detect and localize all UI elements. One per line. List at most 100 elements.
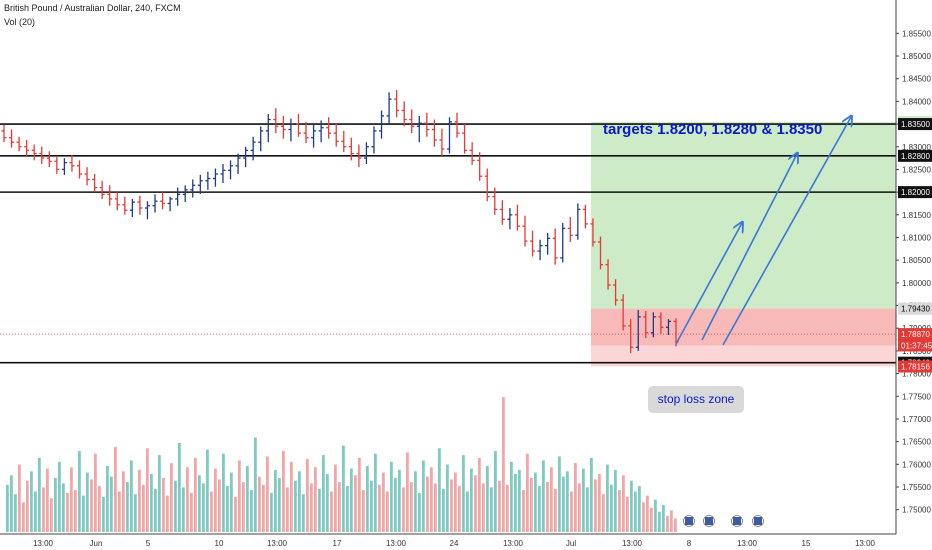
volume-bar xyxy=(650,507,653,532)
y-tick-label: 1.81000 xyxy=(902,233,931,242)
volume-bar xyxy=(594,479,597,532)
y-tick-label: 1.76500 xyxy=(902,438,931,447)
volume-bar xyxy=(578,483,581,532)
volume-bar xyxy=(510,461,513,532)
y-tick-label: 1.83000 xyxy=(902,143,931,152)
volume-bar xyxy=(350,468,353,532)
volume-bar xyxy=(478,457,481,533)
x-tick-label: 13:00 xyxy=(737,539,758,548)
x-tick-label: 13:00 xyxy=(33,539,54,548)
volume-bar xyxy=(62,483,65,532)
volume-bar xyxy=(38,457,41,533)
volume-bar xyxy=(250,490,253,532)
event-flag-icon xyxy=(731,515,743,527)
volume-bar xyxy=(346,486,349,532)
volume-bar xyxy=(654,499,657,532)
volume-bar xyxy=(438,448,441,532)
volume-bar xyxy=(82,495,85,533)
event-flag-body xyxy=(685,517,693,525)
volume-bar xyxy=(86,472,89,532)
volume-bar xyxy=(442,488,445,532)
volume-bar xyxy=(626,496,629,532)
volume-bar xyxy=(134,494,137,532)
volume-bar xyxy=(462,455,465,532)
volume-bar xyxy=(390,461,393,532)
volume-bar xyxy=(358,457,361,533)
volume-bar xyxy=(498,480,501,532)
price-label: 1.78156 xyxy=(901,362,930,371)
volume-bar xyxy=(634,491,637,532)
volume-bar xyxy=(414,471,417,533)
volume-bar xyxy=(138,469,141,532)
volume-bar xyxy=(610,484,613,533)
volume-bar xyxy=(178,442,181,532)
volume-bar xyxy=(622,475,625,532)
x-tick-label: 10 xyxy=(215,539,224,548)
y-tick-label: 1.78000 xyxy=(902,370,931,379)
volume-bar xyxy=(662,505,665,532)
y-axis-ticks: 1.85500 1.85000 1.84500 1.84000 1.83500 1.830… xyxy=(896,29,931,515)
projection-arrows xyxy=(675,117,851,346)
volume-bar xyxy=(278,478,281,532)
volume-bar xyxy=(130,460,133,532)
volume-bar xyxy=(566,471,569,533)
volume-bar xyxy=(386,491,389,532)
stop-loss-zone-upper xyxy=(591,308,896,346)
volume-bar xyxy=(574,463,577,532)
volume-bar xyxy=(522,490,525,532)
volume-bar xyxy=(78,451,81,532)
volume-bar xyxy=(486,465,489,533)
volume-bar xyxy=(54,478,57,532)
x-tick-label: 5 xyxy=(146,539,151,548)
price-label: 1.79430 xyxy=(901,305,930,314)
volume-bar xyxy=(658,511,661,533)
projection-arrow xyxy=(701,154,797,341)
volume-bar xyxy=(434,483,437,532)
volume-bar xyxy=(122,471,125,533)
volume-bar xyxy=(106,465,109,533)
volume-bar xyxy=(590,457,593,533)
volume-bar xyxy=(150,473,153,532)
volume-bar xyxy=(90,479,93,532)
volume-bar xyxy=(542,460,545,532)
volume-bar xyxy=(426,476,429,532)
volume-bar xyxy=(458,486,461,532)
volume-bar xyxy=(118,491,121,532)
event-flags[interactable] xyxy=(683,515,764,527)
x-tick-label: 17 xyxy=(333,539,342,548)
volume-bar xyxy=(306,459,309,532)
volume-bar xyxy=(270,492,273,532)
y-tick-label: 1.84000 xyxy=(902,97,931,106)
x-tick-label: 8 xyxy=(687,539,692,548)
volume-bar xyxy=(282,451,285,532)
volume-bar xyxy=(546,482,549,533)
volume-bar xyxy=(126,482,129,533)
x-tick-label: 24 xyxy=(450,539,459,548)
volume-bar xyxy=(554,488,557,532)
volume-bar xyxy=(158,455,161,532)
volume-bar xyxy=(422,460,425,532)
volume-bar xyxy=(382,472,385,532)
volume-bar xyxy=(410,482,413,533)
volume-bar xyxy=(562,476,565,532)
event-flag-body xyxy=(733,517,741,525)
price-label: 1.82800 xyxy=(901,152,930,161)
volume-bar xyxy=(530,478,533,532)
volume-bar xyxy=(670,510,673,532)
event-flag-body xyxy=(754,517,762,525)
volume-bar xyxy=(182,487,185,532)
volume-bar xyxy=(322,455,325,532)
event-flag-body xyxy=(705,517,713,525)
y-tick-label: 1.80000 xyxy=(902,279,931,288)
volume-bar xyxy=(570,491,573,532)
volume-bar xyxy=(162,478,165,532)
volume-bar xyxy=(262,484,265,533)
volume-bar xyxy=(630,480,633,532)
volume-bar xyxy=(430,467,433,532)
volume-bar xyxy=(66,492,69,532)
volume-bar xyxy=(142,484,145,533)
price-labels: 1.835441.835001.828001.820001.794301.788… xyxy=(898,116,932,373)
price-label-bg xyxy=(898,328,932,341)
volume-bar xyxy=(6,484,9,533)
